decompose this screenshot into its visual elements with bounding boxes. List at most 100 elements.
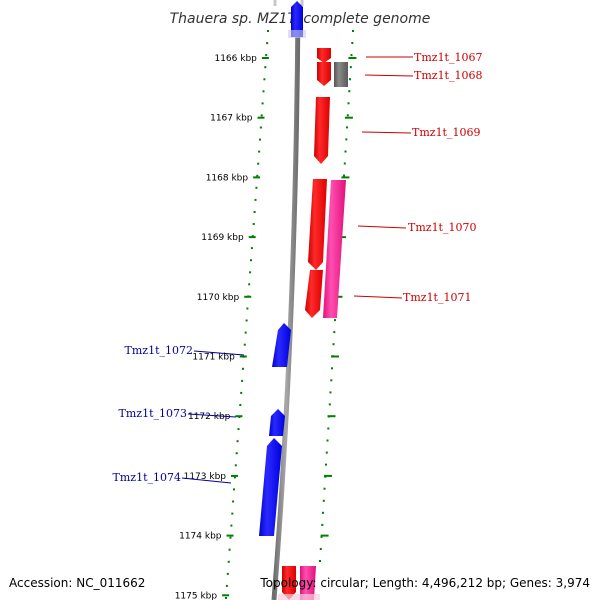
kbp-label: 1168 kbp: [206, 173, 249, 183]
guide-dot: [236, 440, 239, 443]
gene-arrow-pink[interactable]: [323, 180, 346, 318]
gene-arrow-tmz1t-1074[interactable]: [259, 438, 282, 536]
guide-dot: [320, 535, 323, 538]
guide-dot: [237, 428, 240, 431]
guide-dot: [246, 307, 249, 310]
gene-arrow-tmz1t-1071[interactable]: [305, 270, 323, 318]
guide-dot: [232, 500, 235, 503]
guide-dot: [234, 464, 237, 467]
gene-arrow-tmz1t-1070[interactable]: [308, 179, 327, 270]
guide-dot: [321, 523, 324, 526]
guide-dot: [233, 488, 235, 491]
guide-dot: [349, 66, 352, 69]
guide-dot: [260, 114, 263, 117]
gene-arrow-tmz1t-1073[interactable]: [269, 409, 285, 436]
guide-dot: [329, 391, 332, 394]
guide-dot: [325, 463, 327, 466]
guide-dot: [351, 42, 354, 44]
guide-dot: [330, 379, 333, 382]
guide-dot: [267, 30, 269, 32]
gene-label-tmz1t-1072[interactable]: Tmz1t_1072: [125, 344, 193, 357]
guide-dot: [258, 150, 261, 153]
guide-dot: [257, 162, 260, 165]
gene-leaders: [181, 56, 414, 484]
guide-dot: [352, 30, 354, 32]
gene-arrow-gray[interactable]: [334, 62, 348, 87]
kbp-label: 1174 kbp: [179, 532, 222, 542]
guide-dot: [242, 367, 244, 370]
guide-dot: [250, 259, 252, 262]
guide-dot: [235, 452, 238, 455]
gene-label-tmz1t-1069[interactable]: Tmz1t_1069: [412, 126, 480, 139]
guide-dot: [326, 439, 329, 442]
guide-dot: [229, 536, 232, 539]
guide-dot: [265, 54, 268, 57]
guide-dot: [322, 499, 325, 502]
guide-dot: [343, 162, 346, 165]
guide-dot: [262, 90, 265, 93]
guide-dot: [319, 560, 321, 562]
guide-dot: [322, 511, 324, 514]
guide-dot: [231, 512, 234, 515]
guide-dot: [249, 271, 252, 274]
guide-dot: [334, 319, 336, 322]
guide-dot: [349, 78, 351, 81]
guide-dot: [344, 150, 347, 153]
gene-label-tmz1t-1071[interactable]: Tmz1t_1071: [403, 291, 471, 304]
topology-text: Topology: circular; Length: 4,496,212 bp…: [259, 576, 590, 590]
gene-labels: Tmz1t_1067 Tmz1t_1068 Tmz1t_1069 Tmz1t_1…: [113, 51, 483, 484]
guide-dot: [244, 331, 247, 334]
gene-label-tmz1t-1073[interactable]: Tmz1t_1073: [119, 407, 187, 420]
guide-dot: [348, 90, 351, 93]
gene-label-tmz1t-1070[interactable]: Tmz1t_1070: [408, 221, 476, 234]
kbp-label: 1173 kbp: [184, 472, 227, 482]
guide-dot: [263, 78, 266, 81]
guide-dot: [225, 584, 228, 587]
guide-dot: [331, 367, 333, 370]
guide-dot: [225, 597, 227, 599]
guide-dot: [319, 548, 322, 550]
guide-dot: [256, 174, 259, 177]
accession-text: Accession: NC_011662: [9, 576, 145, 590]
guide-dot: [346, 114, 349, 117]
guide-dot: [239, 404, 242, 406]
guide-dot: [325, 451, 328, 454]
guide-dot: [259, 126, 262, 129]
guide-dot: [323, 487, 326, 490]
gene-arrow-partial-bottom-red[interactable]: [282, 566, 296, 600]
guide-dot: [245, 319, 248, 322]
gene-arrows: [259, 1, 348, 600]
genome-backbone: [271, 0, 304, 600]
guide-dot: [228, 548, 231, 551]
guide-dot: [347, 102, 350, 105]
gene-label-tmz1t-1068[interactable]: Tmz1t_1068: [414, 69, 482, 82]
gene-arrow-tmz1t-1069[interactable]: [314, 97, 330, 164]
gene-arrow-partial-top[interactable]: [291, 1, 303, 37]
guide-dot: [333, 331, 336, 334]
guide-dot: [227, 560, 230, 563]
gene-arrow-partial-bottom-pink[interactable]: [300, 566, 316, 600]
guide-dot: [253, 211, 256, 213]
gene-label-tmz1t-1067[interactable]: Tmz1t_1067: [414, 51, 482, 64]
kbp-ticks: 1166 kbp 1167 kbp 1168 kbp 1169 kbp 1170 kbp…: [175, 54, 357, 600]
gene-arrow-tmz1t-1072[interactable]: [272, 323, 291, 367]
gene-label-tmz1t-1074[interactable]: Tmz1t_1074: [113, 471, 181, 484]
guide-dot: [259, 138, 261, 141]
kbp-label: 1169 kbp: [201, 233, 244, 243]
guide-dot: [255, 186, 258, 189]
guide-dot: [240, 391, 243, 394]
guide-dot: [252, 223, 255, 225]
guide-dot: [254, 198, 257, 201]
kbp-label: 1170 kbp: [197, 293, 240, 303]
kbp-label: 1171 kbp: [192, 353, 235, 363]
kbp-label: 1172 kbp: [188, 412, 231, 422]
gene-arrow-tmz1t-1067[interactable]: [317, 48, 331, 63]
guide-dot: [266, 42, 269, 45]
guide-dot: [226, 572, 229, 575]
guide-dot: [345, 138, 348, 141]
guide-dot: [328, 403, 331, 406]
gene-arrow-tmz1t-1068[interactable]: [317, 62, 331, 86]
guide-dot: [243, 343, 246, 346]
guide-dot: [241, 379, 244, 382]
